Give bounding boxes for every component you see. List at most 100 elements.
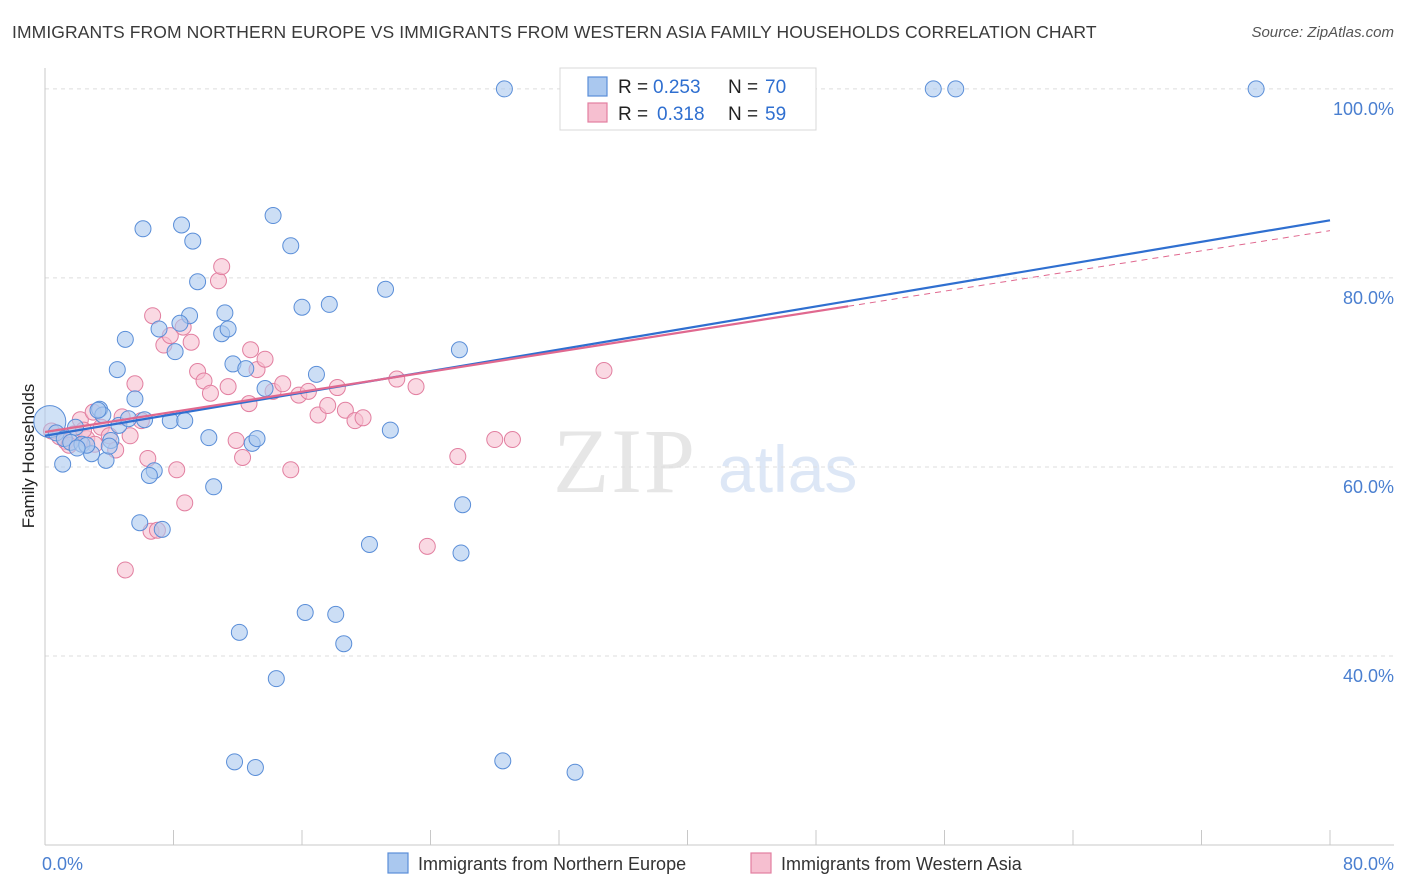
- watermark: ZIP atlas: [553, 410, 857, 512]
- point-northern-europe: [219, 320, 237, 338]
- point-western-asia: [336, 401, 354, 419]
- trend-lines: [44, 219, 1331, 437]
- point-northern-europe: [381, 421, 399, 439]
- y-tick-label: 40.0%: [1343, 666, 1394, 686]
- point-western-asia: [168, 461, 186, 479]
- point-northern-europe: [256, 380, 274, 398]
- point-western-asia: [282, 461, 300, 479]
- point-northern-europe: [189, 273, 207, 291]
- chart-title: IMMIGRANTS FROM NORTHERN EUROPE VS IMMIG…: [12, 22, 1097, 42]
- data-points: [33, 80, 1265, 781]
- point-northern-europe: [296, 604, 314, 621]
- series-legend-label-northern-europe: Immigrants from Northern Europe: [418, 854, 686, 874]
- y-tick-label: 80.0%: [1343, 288, 1394, 308]
- series-legend-label-western-asia: Immigrants from Western Asia: [781, 854, 1023, 874]
- point-western-asia: [449, 448, 467, 466]
- point-northern-europe: [68, 439, 86, 457]
- point-western-asia: [182, 333, 200, 351]
- point-northern-europe: [216, 304, 234, 322]
- point-northern-europe: [320, 295, 338, 313]
- point-northern-europe: [153, 520, 171, 538]
- point-northern-europe: [246, 759, 264, 776]
- legend-swatch-western-asia: [587, 102, 608, 123]
- point-northern-europe: [282, 237, 300, 255]
- point-northern-europe: [173, 216, 191, 234]
- point-western-asia: [116, 561, 134, 579]
- point-northern-europe: [360, 535, 378, 553]
- point-northern-europe: [134, 220, 152, 238]
- point-northern-europe: [140, 466, 158, 484]
- point-northern-europe: [226, 753, 244, 771]
- point-western-asia: [595, 362, 613, 380]
- point-western-asia: [354, 409, 372, 427]
- point-northern-europe: [237, 360, 255, 378]
- point-western-asia: [503, 431, 521, 449]
- point-northern-europe: [150, 320, 168, 338]
- point-northern-europe: [116, 330, 134, 348]
- point-northern-europe: [264, 207, 282, 225]
- legend-r-label-1: R =: [618, 77, 648, 98]
- point-northern-europe: [327, 605, 345, 623]
- legend-n-label-1: N =: [728, 77, 758, 98]
- point-western-asia: [242, 341, 260, 359]
- y-tick-labels: 40.0% 60.0% 80.0% 100.0%: [1333, 99, 1394, 686]
- point-western-asia: [213, 258, 231, 276]
- point-northern-europe: [131, 514, 149, 532]
- point-western-asia: [121, 427, 139, 445]
- point-western-asia: [486, 431, 504, 449]
- point-northern-europe: [377, 280, 395, 298]
- point-northern-europe: [267, 670, 285, 688]
- point-northern-europe: [184, 232, 202, 250]
- point-northern-europe: [494, 752, 512, 770]
- point-northern-europe: [171, 314, 189, 332]
- point-northern-europe: [495, 80, 513, 98]
- series-legend: Immigrants from Northern Europe Immigran…: [387, 852, 1023, 874]
- point-western-asia: [418, 537, 436, 555]
- point-northern-europe: [54, 455, 72, 473]
- point-northern-europe: [126, 390, 144, 408]
- series-legend-swatch-western-asia: [750, 852, 772, 874]
- chart-source: Source: ZipAtlas.com: [1251, 24, 1394, 41]
- trend-extension-western-asia: [848, 230, 1331, 307]
- point-western-asia: [234, 449, 252, 466]
- y-tick-label: 60.0%: [1343, 477, 1394, 497]
- legend-n-label-2: N =: [728, 104, 758, 125]
- point-northern-europe: [205, 478, 223, 496]
- point-northern-europe: [454, 496, 472, 514]
- series-legend-swatch-northern-europe: [387, 852, 409, 874]
- point-northern-europe: [230, 623, 248, 641]
- y-tick-label: 100.0%: [1333, 99, 1394, 119]
- point-northern-europe: [89, 401, 107, 419]
- point-northern-europe: [1247, 80, 1265, 98]
- legend-swatch-northern-europe: [587, 76, 608, 97]
- point-western-asia: [219, 378, 237, 396]
- point-western-asia: [227, 431, 245, 449]
- legend-r-label-2: R =: [618, 104, 648, 125]
- watermark-zip: ZIP: [553, 410, 697, 512]
- point-northern-europe: [307, 365, 325, 383]
- point-northern-europe: [100, 437, 118, 455]
- y-axis-label: Family Households: [19, 384, 38, 529]
- legend-n-value-1: 70: [765, 77, 786, 98]
- point-northern-europe: [452, 544, 470, 562]
- point-northern-europe: [108, 361, 126, 379]
- point-western-asia: [407, 378, 425, 396]
- point-northern-europe: [566, 763, 584, 781]
- x-tick-label-max: 80.0%: [1343, 854, 1394, 874]
- point-northern-europe: [97, 451, 115, 469]
- x-tick-labels: 0.0% 80.0%: [42, 854, 1394, 874]
- point-northern-europe: [947, 80, 965, 98]
- point-western-asia: [388, 370, 406, 388]
- legend-r-value-1: 0.253: [653, 77, 701, 98]
- point-western-asia: [176, 494, 194, 512]
- point-northern-europe: [924, 80, 942, 98]
- correlation-legend: R = 0.253 N = 70 R = 0.318 N = 59: [559, 67, 817, 131]
- point-northern-europe: [248, 430, 266, 448]
- legend-n-value-2: 59: [765, 104, 786, 125]
- point-northern-europe: [450, 341, 468, 359]
- point-western-asia: [319, 397, 337, 415]
- trend-line-western-asia: [44, 305, 849, 434]
- watermark-atlas: atlas: [718, 432, 857, 506]
- legend-r-value-2: 0.318: [657, 104, 705, 125]
- point-northern-europe: [335, 635, 353, 653]
